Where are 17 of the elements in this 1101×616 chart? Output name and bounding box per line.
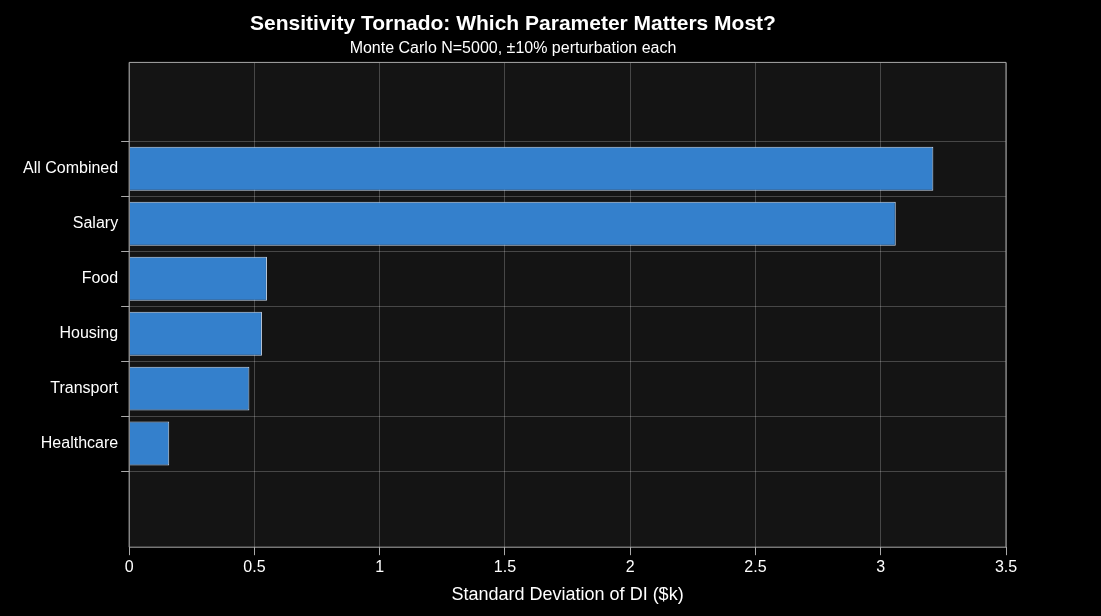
x-tick-label: 0.5 — [243, 558, 266, 576]
y-tick-label: Salary — [72, 214, 119, 232]
x-tick-label: 0 — [124, 558, 134, 576]
chart-subtitle: Monte Carlo N=5000, ±10% perturbation each — [349, 39, 677, 57]
x-tick-label: 1.5 — [493, 558, 517, 576]
x-axis-title: Standard Deviation of DI ($k) — [451, 584, 684, 605]
y-tick-label: Healthcare — [40, 434, 119, 451]
y-tick-label: Housing — [59, 324, 119, 342]
chart-title: Sensitivity Tornado: Which Parameter Matters Most? — [250, 11, 776, 35]
x-tick-label: 3 — [876, 558, 886, 576]
x-tick-label: 2.5 — [744, 558, 767, 576]
x-tick-label: 3.5 — [994, 558, 1018, 576]
y-tick-label: Transport — [50, 379, 119, 397]
x-tick-label: 2 — [625, 558, 635, 576]
y-tick-label: Food — [81, 269, 119, 287]
y-tick-label: All Combined — [23, 159, 119, 177]
x-tick-label: 1 — [375, 558, 385, 576]
